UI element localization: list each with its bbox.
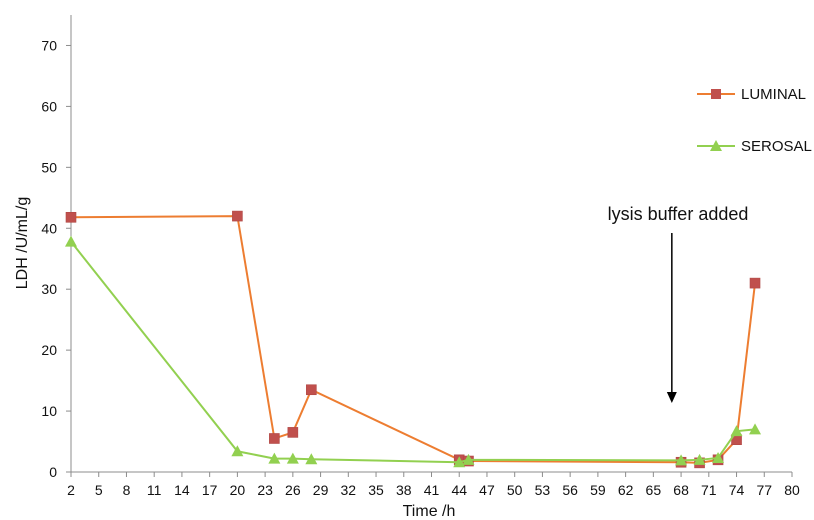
x-tick-label: 26 xyxy=(285,482,301,498)
y-tick-label: 30 xyxy=(41,281,57,297)
x-tick-label: 38 xyxy=(396,482,412,498)
x-tick-label: 74 xyxy=(729,482,745,498)
annotation-arrow-head xyxy=(666,392,677,403)
axes: 0 10 20 30 40 50 60 70 2 5 8 11 14 17 20 23 26 29 32 35 38 41… xyxy=(41,15,800,498)
series-serosal xyxy=(65,235,762,468)
x-tick-label: 53 xyxy=(535,482,551,498)
series-line-luminal xyxy=(70,215,757,464)
annotation: lysis buffer added xyxy=(608,204,749,403)
data-point-luminal xyxy=(287,427,299,438)
legend-label-serosal: SEROSAL xyxy=(741,138,812,155)
x-tick-label: 17 xyxy=(202,482,218,498)
data-point-serosal xyxy=(305,453,318,465)
legend-marker-serosal xyxy=(710,140,722,151)
x-tick-label: 44 xyxy=(451,482,467,498)
x-tick-label: 50 xyxy=(507,482,523,498)
y-axis-title: LDH /U/mL/g xyxy=(14,197,31,289)
series-layer xyxy=(65,210,762,469)
y-tick-label: 60 xyxy=(41,98,57,114)
x-tick-label: 11 xyxy=(147,482,162,498)
data-point-luminal xyxy=(65,211,77,223)
data-point-serosal xyxy=(65,235,77,247)
data-point-serosal xyxy=(730,425,743,437)
x-tick-label: 14 xyxy=(174,482,190,498)
data-point-luminal xyxy=(749,277,761,289)
y-tick-label: 20 xyxy=(41,342,57,358)
x-tick-label: 59 xyxy=(590,482,606,498)
y-tick-label: 40 xyxy=(41,220,57,236)
x-tick-label: 71 xyxy=(701,482,717,498)
x-tick-label: 5 xyxy=(95,482,103,498)
x-tick-label: 77 xyxy=(756,482,772,498)
data-point-serosal xyxy=(462,453,475,465)
x-tick-label: 62 xyxy=(618,482,634,498)
x-tick-label: 23 xyxy=(257,482,273,498)
x-tick-label: 41 xyxy=(424,482,440,498)
legend-marker-luminal xyxy=(711,89,721,99)
y-tick-label: 70 xyxy=(41,37,57,53)
data-point-serosal xyxy=(453,456,466,468)
data-point-luminal xyxy=(269,433,280,444)
legend: LUMINAL SEROSAL xyxy=(697,86,812,155)
data-point-luminal xyxy=(306,384,317,396)
y-tick-label: 0 xyxy=(49,464,57,480)
data-point-serosal xyxy=(268,452,281,464)
x-tick-label: 32 xyxy=(341,482,357,498)
x-tick-label: 2 xyxy=(67,482,75,498)
data-point-serosal xyxy=(693,453,706,465)
x-tick-label: 65 xyxy=(646,482,662,498)
data-point-serosal xyxy=(286,452,299,464)
series-luminal xyxy=(65,210,761,469)
data-point-luminal xyxy=(232,210,243,222)
annotation-label: lysis buffer added xyxy=(608,204,749,224)
x-tick-label: 20 xyxy=(230,482,246,498)
y-tick-label: 50 xyxy=(41,159,57,175)
x-tick-label: 47 xyxy=(479,482,495,498)
data-point-serosal xyxy=(712,451,725,463)
legend-item-luminal: LUMINAL xyxy=(697,86,806,103)
x-tick-label: 68 xyxy=(673,482,689,498)
x-tick-label: 29 xyxy=(313,482,329,498)
y-tick-label: 10 xyxy=(41,403,57,419)
data-point-serosal xyxy=(749,423,762,435)
x-tick-label: 56 xyxy=(562,482,578,498)
x-tick-label: 8 xyxy=(123,482,131,498)
data-point-serosal xyxy=(675,454,688,466)
x-tick-label: 80 xyxy=(784,482,800,498)
data-point-serosal xyxy=(231,445,244,457)
legend-label-luminal: LUMINAL xyxy=(741,86,806,103)
series-line-serosal xyxy=(70,241,756,464)
x-axis-title: Time /h xyxy=(403,503,456,520)
x-tick-label: 35 xyxy=(368,482,384,498)
legend-item-serosal: SEROSAL xyxy=(697,138,812,155)
